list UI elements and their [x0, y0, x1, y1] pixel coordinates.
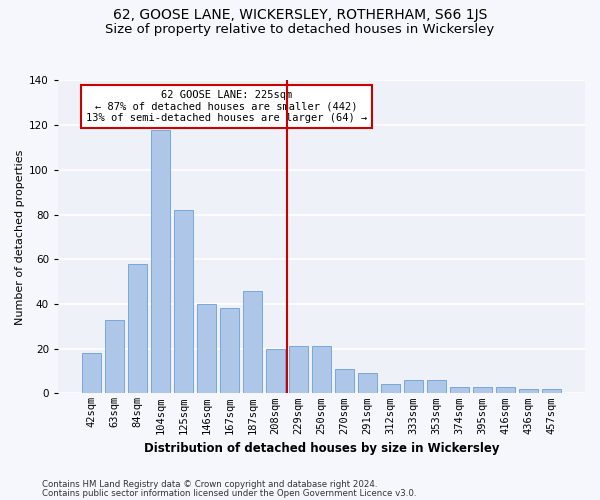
Text: Size of property relative to detached houses in Wickersley: Size of property relative to detached ho…	[106, 22, 494, 36]
Bar	[128, 264, 148, 394]
X-axis label: Distribution of detached houses by size in Wickersley: Distribution of detached houses by size …	[144, 442, 499, 455]
Bar	[243, 290, 262, 394]
Bar	[518, 389, 538, 394]
Text: Contains HM Land Registry data © Crown copyright and database right 2024.: Contains HM Land Registry data © Crown c…	[42, 480, 377, 489]
Bar	[358, 374, 377, 394]
Text: 62 GOOSE LANE: 225sqm
← 87% of detached houses are smaller (442)
13% of semi-det: 62 GOOSE LANE: 225sqm ← 87% of detached …	[86, 90, 367, 123]
Bar	[197, 304, 217, 394]
Bar	[380, 384, 400, 394]
Bar	[449, 386, 469, 394]
Bar	[473, 386, 492, 394]
Bar	[312, 346, 331, 394]
Bar	[220, 308, 239, 394]
Text: 62, GOOSE LANE, WICKERSLEY, ROTHERHAM, S66 1JS: 62, GOOSE LANE, WICKERSLEY, ROTHERHAM, S…	[113, 8, 487, 22]
Bar	[404, 380, 423, 394]
Bar	[82, 353, 101, 394]
Text: Contains public sector information licensed under the Open Government Licence v3: Contains public sector information licen…	[42, 489, 416, 498]
Bar	[266, 348, 285, 394]
Y-axis label: Number of detached properties: Number of detached properties	[15, 150, 25, 324]
Bar	[105, 320, 124, 394]
Bar	[542, 389, 561, 394]
Bar	[427, 380, 446, 394]
Bar	[496, 386, 515, 394]
Bar	[289, 346, 308, 394]
Bar	[174, 210, 193, 394]
Bar	[335, 369, 354, 394]
Bar	[151, 130, 170, 394]
